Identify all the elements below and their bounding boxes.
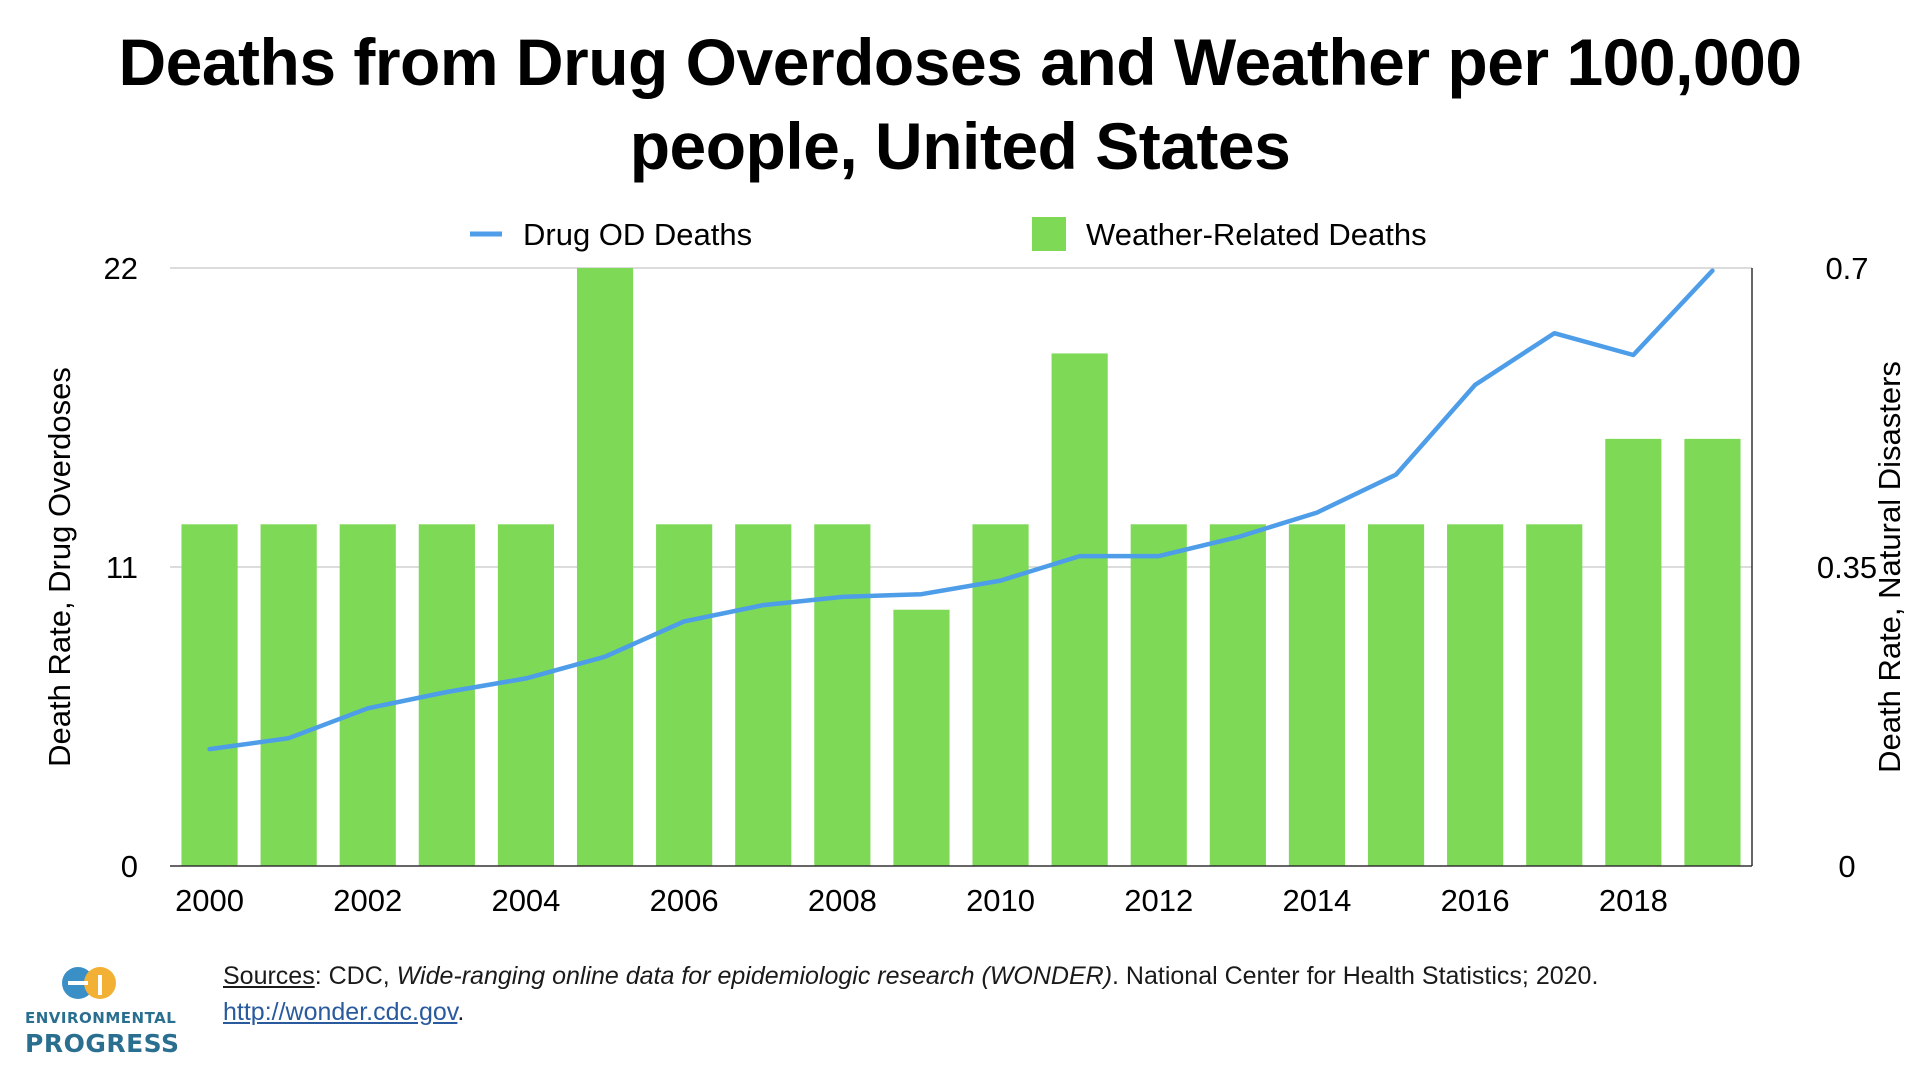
y-right-tick-label: 0 (1838, 849, 1855, 884)
bar-weather (893, 609, 950, 866)
x-tick-label: 2018 (1599, 883, 1668, 918)
x-tick-label: 2014 (1282, 883, 1351, 918)
y-left-axis-title: Death Rate, Drug Overdoses (42, 367, 77, 767)
x-tick-label: 2010 (966, 883, 1035, 918)
bar-weather (1367, 524, 1425, 866)
drug-od-line (207, 268, 1715, 752)
drug-od-line-group (207, 268, 1715, 752)
bar-weather (1447, 524, 1504, 866)
bar-weather (1209, 524, 1266, 866)
bar-weather (1288, 524, 1346, 866)
bar-weather (656, 524, 713, 866)
bar-weather (735, 524, 792, 866)
bar-weather (814, 524, 871, 866)
bar-weather (1526, 524, 1583, 866)
logo-text-progress: PROGRESS (25, 1029, 180, 1058)
environmental-progress-logo: ENVIRONMENTAL PROGRESS (20, 965, 179, 1065)
sources-label: Sources (223, 962, 315, 990)
bar-weather (1605, 438, 1662, 866)
bar-weather (260, 524, 317, 866)
x-tick-label: 2002 (333, 883, 402, 918)
y-right-tick-label: 0.7 (1825, 251, 1868, 286)
grid-lines (170, 267, 1752, 568)
sources-title: Wide-ranging online data for epidemiolog… (396, 962, 1113, 990)
x-tick-label: 2012 (1124, 883, 1193, 918)
logo-text-environmental: ENVIRONMENTAL (25, 1009, 177, 1027)
legend-swatch-weather (1032, 217, 1066, 251)
y-left-tick-label: 0 (121, 849, 138, 884)
y-left-tick-label: 22 (104, 251, 138, 286)
y-left-tick-label: 11 (106, 550, 138, 585)
bar-weather (497, 524, 555, 866)
bar-weather (576, 268, 634, 866)
legend: Drug OD Deaths Weather-Related Deaths (470, 217, 1427, 252)
axis-labels: 0 11 22 0 0.35 0.7 2000 2002 2004 2006 2008 2010 201… (42, 251, 1907, 918)
ep-logo-icon (62, 967, 116, 999)
chart-title: Deaths from Drug Overdoses and Weather p… (118, 25, 1802, 183)
y-right-axis-title: Death Rate, Natural Disasters (1872, 361, 1907, 773)
bar-weather (1051, 353, 1108, 866)
sources-text-2: . National Center for Health Statistics;… (1112, 962, 1599, 990)
bar-weather (181, 524, 238, 866)
y-right-tick-label: 0.35 (1817, 550, 1877, 585)
legend-label-drug-od: Drug OD Deaths (523, 217, 752, 252)
sources-note: Sources: CDC, Wide-ranging online data f… (223, 958, 1703, 1030)
sources-end: . (457, 998, 465, 1026)
sources-text-1: : CDC, (314, 962, 397, 990)
x-tick-label: 2016 (1441, 883, 1510, 918)
x-tick-label: 2006 (650, 883, 719, 918)
bar-weather (1130, 524, 1187, 866)
x-tick-label: 2000 (175, 883, 244, 918)
sources-link[interactable]: http://wonder.cdc.gov (223, 998, 458, 1026)
x-tick-label: 2008 (808, 883, 877, 918)
weather-bars (181, 268, 1741, 866)
bar-weather (1684, 438, 1741, 866)
legend-label-weather: Weather-Related Deaths (1086, 217, 1427, 252)
axes (170, 268, 1753, 867)
bar-weather (339, 524, 396, 866)
x-tick-label: 2004 (491, 883, 560, 918)
